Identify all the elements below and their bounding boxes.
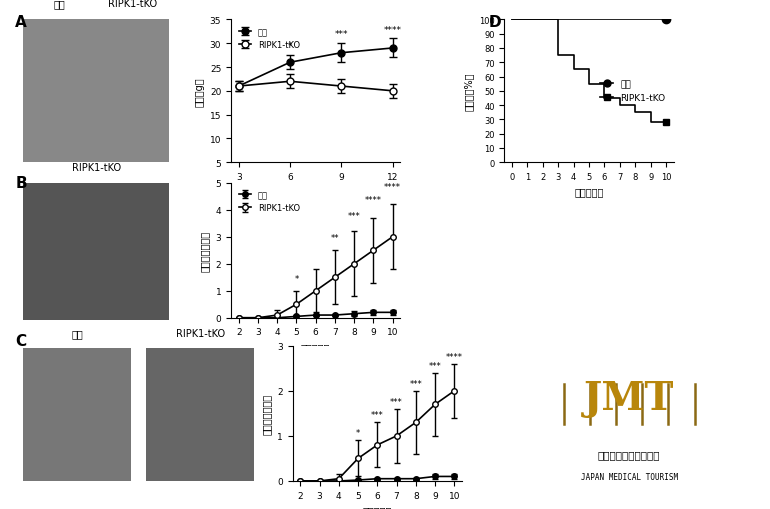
Text: ***: *** [371, 410, 383, 419]
X-axis label: 年齢（月）: 年齢（月） [363, 505, 392, 509]
Text: ***: *** [390, 397, 403, 406]
Text: ***: *** [410, 379, 422, 388]
Text: 日本医療観光株式会社: 日本医療観光株式会社 [598, 449, 661, 460]
Text: ***: *** [348, 212, 360, 221]
Text: RIPK1-tKO: RIPK1-tKO [72, 162, 121, 172]
X-axis label: 年齢（月）: 年齢（月） [301, 187, 330, 197]
Text: *: * [294, 274, 299, 283]
Text: RIPK1-tKO: RIPK1-tKO [109, 0, 157, 9]
Y-axis label: 後肢反射スコア: 後肢反射スコア [262, 393, 272, 434]
Text: *: * [356, 429, 360, 437]
Text: B: B [15, 176, 27, 190]
Text: 対照: 対照 [54, 0, 65, 9]
Text: ****: **** [383, 25, 402, 35]
Text: ****: **** [365, 196, 382, 205]
X-axis label: 年齢（月）: 年齢（月） [574, 187, 604, 197]
Text: D: D [489, 15, 501, 30]
Text: RIPK1-tKO: RIPK1-tKO [176, 328, 225, 338]
Text: ****: **** [384, 182, 401, 191]
Text: *: * [288, 42, 293, 51]
Text: JAPAN MEDICAL TOURISM: JAPAN MEDICAL TOURISM [581, 472, 678, 482]
Text: ***: *** [335, 31, 348, 39]
Text: ****: **** [446, 352, 463, 361]
Text: C: C [15, 333, 26, 348]
Text: ***: *** [429, 361, 441, 370]
Text: JMT: JMT [584, 380, 675, 417]
Text: 対照: 対照 [71, 328, 83, 338]
Legend: 対照, RIPK1-tKO: 対照, RIPK1-tKO [235, 187, 303, 216]
X-axis label: 年齢（月）: 年齢（月） [301, 343, 330, 352]
Y-axis label: 体重（g）: 体重（g） [194, 77, 204, 106]
Legend: 対照, RIPK1-tKO: 対照, RIPK1-tKO [235, 24, 303, 53]
Legend: 対照, RIPK1-tKO: 対照, RIPK1-tKO [596, 77, 669, 106]
Text: **: ** [330, 234, 340, 243]
Text: A: A [15, 15, 27, 30]
Y-axis label: 生存率（%）: 生存率（%） [464, 72, 474, 111]
Y-axis label: 目の腫瘍スコア: 目の腫瘍スコア [200, 230, 210, 271]
